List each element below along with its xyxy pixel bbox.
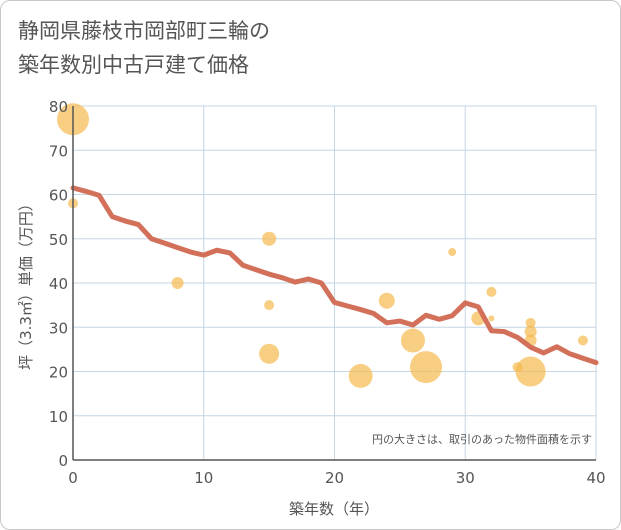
y-tick-label-40: 40 bbox=[49, 275, 68, 293]
x-tick-label-10: 10 bbox=[194, 469, 213, 487]
y-tick-label-10: 10 bbox=[49, 408, 68, 426]
bubble-point-18 bbox=[515, 356, 546, 387]
y-tick-label-50: 50 bbox=[49, 231, 68, 249]
axes bbox=[72, 106, 596, 461]
bubble-point-9 bbox=[410, 351, 443, 384]
x-tick-label-20: 20 bbox=[325, 469, 344, 487]
bubble-point-12 bbox=[486, 286, 497, 297]
bubble-point-8 bbox=[400, 328, 425, 353]
bubble-point-15 bbox=[525, 317, 536, 328]
bubble-point-13 bbox=[488, 315, 495, 322]
bubble-point-16 bbox=[524, 325, 537, 338]
chart-title: 静岡県藤枝市岡部町三輪の 築年数別中古戸建て価格 bbox=[18, 14, 270, 82]
y-tick-label-70: 70 bbox=[49, 142, 68, 160]
x-tick-label-0: 0 bbox=[68, 469, 78, 487]
y-tick-label-60: 60 bbox=[49, 187, 68, 205]
bubble-point-3 bbox=[262, 231, 277, 246]
y-tick-label-80: 80 bbox=[49, 98, 68, 116]
y-axis-label: 坪（3.3㎡）単価（万円） bbox=[17, 196, 35, 370]
x-axis-label: 築年数（年） bbox=[289, 500, 379, 518]
bubble-point-19 bbox=[577, 335, 588, 346]
trend-layer bbox=[70, 185, 599, 366]
tick-labels: 0 10 20 30 40 0 10 20 30 40 50 60 70 80 bbox=[49, 98, 606, 487]
size-note: 円の大きさは、取引のあった物件面積を示す bbox=[372, 432, 592, 446]
y-tick-label-0: 0 bbox=[58, 452, 68, 470]
trend-line bbox=[70, 185, 599, 366]
x-tick-label-30: 30 bbox=[456, 469, 475, 487]
bubble-point-5 bbox=[259, 343, 280, 364]
chart-title-line-2: 築年数別中古戸建て価格 bbox=[18, 53, 249, 77]
x-tick-label-40: 40 bbox=[586, 469, 605, 487]
y-tick-label-20: 20 bbox=[49, 364, 68, 382]
bubble-point-4 bbox=[264, 300, 275, 311]
bubble-layer bbox=[57, 103, 588, 388]
bubble-point-2 bbox=[171, 277, 184, 289]
bubble-point-7 bbox=[378, 292, 395, 309]
bubble-point-10 bbox=[448, 248, 457, 257]
y-tick-label-30: 30 bbox=[49, 319, 68, 337]
chart-title-line-1: 静岡県藤枝市岡部町三輪の bbox=[18, 19, 270, 43]
bubble-point-6 bbox=[348, 363, 373, 388]
